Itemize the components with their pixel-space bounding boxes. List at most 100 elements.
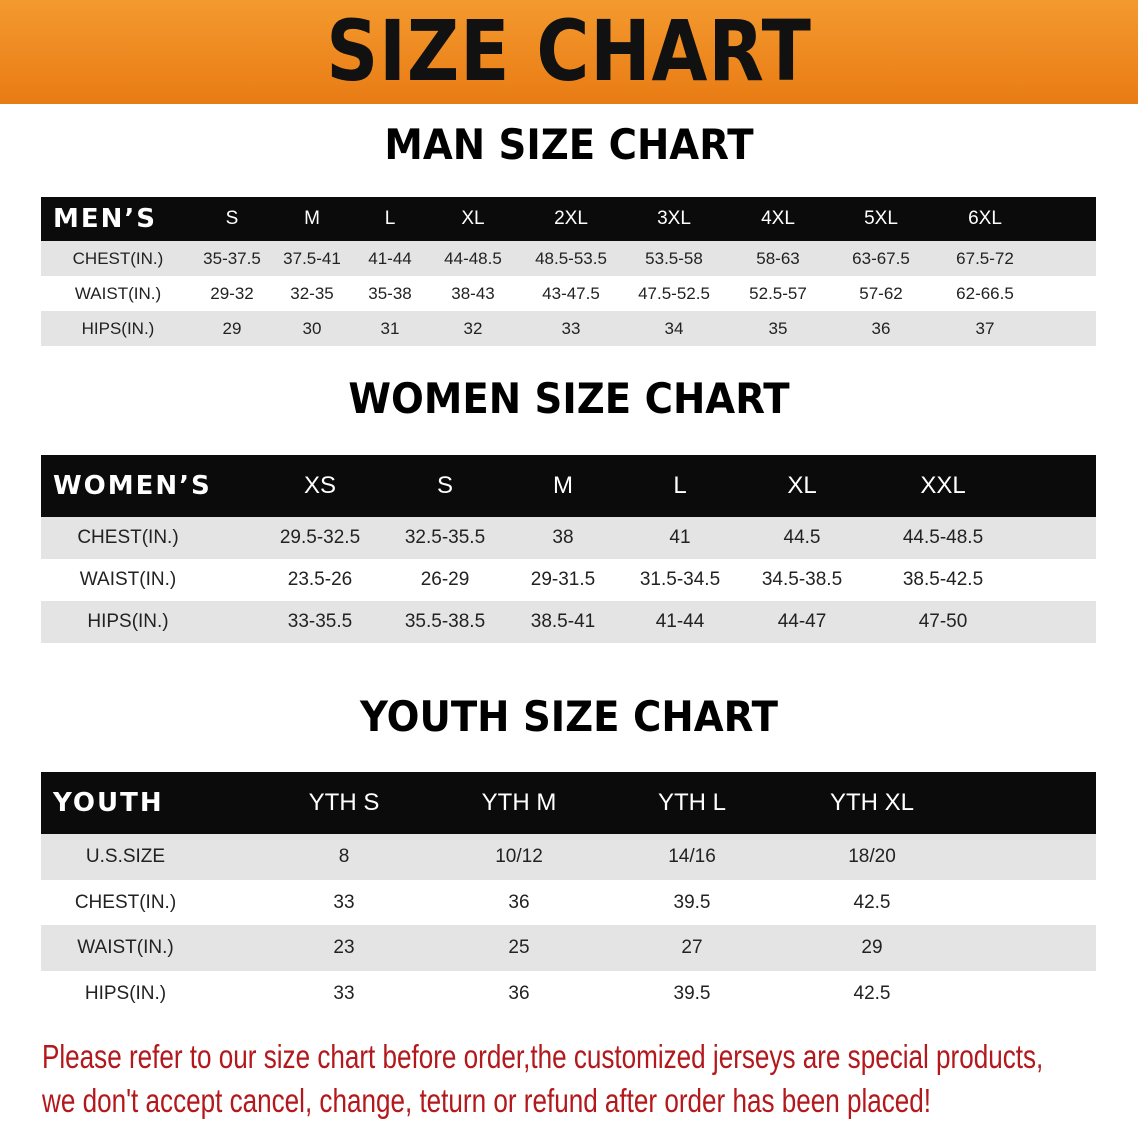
table-cell: 48.5-53.5 <box>535 248 607 268</box>
table-cell: 29 <box>861 937 883 958</box>
table-cell: 33 <box>333 982 355 1004</box>
table-cell: 33 <box>561 318 581 338</box>
table-cell: 35-37.5 <box>203 248 261 268</box>
table-cell: 53.5-58 <box>645 248 703 268</box>
youth-heading: YOUTH SIZE CHART <box>359 692 779 741</box>
table-cell: 35 <box>768 318 788 338</box>
table-cell: 47.5-52.5 <box>638 283 710 303</box>
banner-title: SIZE CHART <box>326 2 812 100</box>
footer-notice-line-1: Please refer to our size chart before or… <box>42 1038 1044 1075</box>
table-cell: 43-47.5 <box>542 283 600 303</box>
table-cell: 38.5-41 <box>530 611 596 632</box>
table-cell: 39.5 <box>673 982 711 1004</box>
table-header-row: MEN’S S M L XL 2XL 3XL 4XL 5XL 6XL <box>41 197 1096 241</box>
measurement-label: HIPS(IN.) <box>81 318 155 338</box>
measurement-label: U.S.SIZE <box>85 846 166 867</box>
table-cell: 44-48.5 <box>444 248 502 268</box>
youth-size-table: YOUTH YTH S YTH M YTH L YTH XL U.S.SIZE 8 10/12… <box>41 772 1096 1016</box>
banner: SIZE CHART <box>0 0 1138 104</box>
table-header-row: YOUTH YTH S YTH M YTH L YTH XL <box>41 772 1096 834</box>
size-header-cell: YTH L <box>657 789 726 816</box>
table-cell: 44.5 <box>783 527 821 548</box>
table-cell: 62-66.5 <box>956 283 1014 303</box>
table-cell: 35.5-38.5 <box>404 611 486 632</box>
table-cell: 29.5-32.5 <box>279 527 361 548</box>
table-cell: 23 <box>333 937 355 958</box>
size-header-cell: M <box>553 472 573 499</box>
table-title-cell: YOUTH <box>53 788 164 818</box>
table-cell: 8 <box>338 846 350 867</box>
table-cell: 14/16 <box>668 846 716 867</box>
size-header-cell: 6XL <box>968 208 1002 229</box>
measurement-label: HIPS(IN.) <box>84 982 167 1004</box>
table-cell: 37 <box>975 318 995 338</box>
table-cell: 39.5 <box>673 891 711 913</box>
size-header-cell: XS <box>303 472 336 499</box>
size-header-cell: XL <box>787 472 817 499</box>
table-row: WAIST(IN.) 29-32 32-35 35-38 38-43 43-47.5 47.… <box>41 276 1096 311</box>
table-cell: 25 <box>508 937 530 958</box>
measurement-label: HIPS(IN.) <box>87 611 169 632</box>
size-header-cell: 5XL <box>864 208 898 229</box>
table-cell: 31.5-34.5 <box>639 569 721 590</box>
table-cell: 41 <box>669 527 691 548</box>
table-cell: 10/12 <box>495 846 543 867</box>
table-row: CHEST(IN.) 33 36 39.5 42.5 <box>41 880 1096 925</box>
table-row: HIPS(IN.) 29 30 31 32 33 34 35 36 37 <box>41 311 1096 346</box>
measurement-label: WAIST(IN.) <box>74 283 162 303</box>
table-cell: 33-35.5 <box>287 611 353 632</box>
measurement-label: CHEST(IN.) <box>72 248 164 268</box>
measurement-label: CHEST(IN.) <box>74 891 177 913</box>
table-cell: 31 <box>380 318 400 338</box>
table-cell: 34.5-38.5 <box>761 569 843 590</box>
measurement-label: WAIST(IN.) <box>77 937 174 958</box>
table-cell: 36 <box>871 318 891 338</box>
footer-notice-line-2: we don't accept cancel, change, teturn o… <box>42 1082 932 1119</box>
table-cell: 52.5-57 <box>749 283 807 303</box>
table-row: WAIST(IN.) 23.5-26 26-29 29-31.5 31.5-34.5 34… <box>41 559 1096 601</box>
table-row: HIPS(IN.) 33-35.5 35.5-38.5 38.5-41 41-44 44-… <box>41 601 1096 643</box>
table-cell: 41-44 <box>655 611 705 632</box>
measurement-label: WAIST(IN.) <box>79 569 177 590</box>
table-cell: 38.5-42.5 <box>902 569 984 590</box>
table-cell: 67.5-72 <box>956 248 1014 268</box>
table-cell: 47-50 <box>918 611 968 632</box>
table-cell: 38-43 <box>451 283 495 303</box>
size-header-cell: L <box>673 472 687 499</box>
table-cell: 44.5-48.5 <box>902 527 984 548</box>
table-cell: 37.5-41 <box>283 248 341 268</box>
size-header-cell: XL <box>461 208 485 229</box>
table-cell: 32 <box>463 318 483 338</box>
men-size-table: MEN’S S M L XL 2XL 3XL 4XL 5XL 6XL CHEST(IN.) 35-37… <box>41 197 1096 346</box>
table-cell: 29-32 <box>210 283 254 303</box>
table-cell: 34 <box>664 318 684 338</box>
size-header-cell: YTH S <box>308 789 380 816</box>
table-title-cell: MEN’S <box>53 204 157 234</box>
size-header-cell: M <box>304 208 320 229</box>
size-header-cell: YTH M <box>481 789 557 816</box>
table-title-cell: WOMEN’S <box>53 471 212 501</box>
size-header-cell: 3XL <box>657 208 691 229</box>
men-heading: MAN SIZE CHART <box>384 120 754 169</box>
table-cell: 29-31.5 <box>530 569 596 590</box>
table-cell: 44-47 <box>777 611 827 632</box>
size-header-cell: 4XL <box>761 208 795 229</box>
women-size-table: WOMEN’S XS S M L XL XXL CHEST(IN.) 29.5-32.5 32.5… <box>41 455 1096 643</box>
size-header-cell: S <box>225 208 239 229</box>
size-header-cell: YTH XL <box>829 789 915 816</box>
size-header-cell: XXL <box>920 472 966 499</box>
size-header-cell: S <box>436 472 453 499</box>
measurement-label: CHEST(IN.) <box>77 527 179 548</box>
table-cell: 26-29 <box>420 569 470 590</box>
table-cell: 63-67.5 <box>852 248 910 268</box>
table-cell: 38 <box>552 527 574 548</box>
table-cell: 41-44 <box>368 248 412 268</box>
table-cell: 42.5 <box>853 891 891 913</box>
women-heading: WOMEN SIZE CHART <box>348 374 790 423</box>
size-header-cell: 2XL <box>554 208 588 229</box>
table-row: CHEST(IN.) 35-37.5 37.5-41 41-44 44-48.5 48.5… <box>41 241 1096 276</box>
table-row: CHEST(IN.) 29.5-32.5 32.5-35.5 38 41 44.5 44.5… <box>41 517 1096 559</box>
table-cell: 57-62 <box>859 283 903 303</box>
table-cell: 32-35 <box>290 283 334 303</box>
table-cell: 58-63 <box>756 248 800 268</box>
